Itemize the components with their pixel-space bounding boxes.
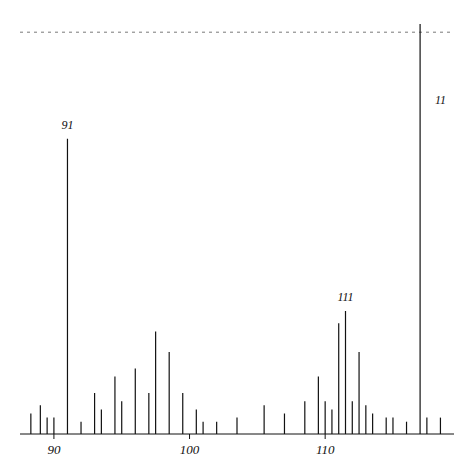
peak	[372, 414, 373, 435]
x-axis-line	[20, 434, 454, 435]
peak	[318, 377, 319, 434]
reference-lines	[20, 32, 454, 33]
peak	[426, 418, 427, 434]
peak	[148, 393, 149, 434]
annotations: 9111111	[61, 93, 446, 304]
peak	[406, 422, 407, 434]
peak	[352, 401, 353, 434]
peak	[40, 405, 41, 434]
peak-label: 91	[61, 118, 73, 132]
peak	[53, 418, 54, 434]
x-tick-label: 110	[316, 442, 335, 457]
x-tick-label: 90	[47, 442, 61, 457]
peak	[392, 418, 393, 434]
peak	[419, 24, 420, 434]
peak	[386, 418, 387, 434]
peak	[345, 311, 346, 434]
reference-line	[20, 32, 454, 33]
peak	[121, 401, 122, 434]
peak	[304, 401, 305, 434]
peak	[155, 332, 156, 435]
peak-label: 111	[337, 290, 353, 304]
peak	[338, 323, 339, 434]
peak	[80, 422, 81, 434]
peak	[30, 414, 31, 435]
x-tick-label: 100	[180, 442, 200, 457]
x-tick	[189, 434, 190, 439]
x-tick	[53, 434, 54, 439]
peak	[365, 405, 366, 434]
peak	[94, 393, 95, 434]
peak	[358, 352, 359, 434]
chart: 901001109111111	[0, 0, 474, 474]
peaks	[31, 24, 441, 434]
peak	[67, 139, 68, 434]
peak	[216, 422, 217, 434]
x-tick	[325, 434, 326, 439]
x-ticks: 90 100 110	[47, 434, 335, 457]
peak	[47, 418, 48, 434]
peak	[325, 401, 326, 434]
peak	[284, 414, 285, 435]
peak	[101, 409, 102, 434]
peak	[236, 418, 237, 434]
peak	[196, 409, 197, 434]
peak	[202, 422, 203, 434]
peak-label: 11	[435, 93, 446, 107]
peak	[135, 368, 136, 434]
peak	[169, 352, 170, 434]
peak	[114, 377, 115, 434]
peak	[331, 409, 332, 434]
peak	[264, 405, 265, 434]
peak	[440, 418, 441, 434]
peak	[182, 393, 183, 434]
